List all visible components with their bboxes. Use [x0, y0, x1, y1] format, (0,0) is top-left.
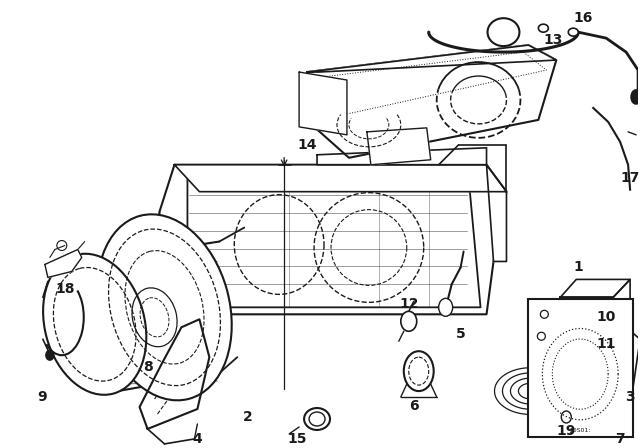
Bar [529, 299, 633, 437]
Polygon shape [560, 297, 613, 359]
Polygon shape [175, 165, 506, 192]
Ellipse shape [538, 24, 548, 32]
Text: 15: 15 [287, 432, 307, 446]
Ellipse shape [97, 214, 232, 401]
Ellipse shape [46, 350, 54, 360]
Text: 5: 5 [456, 327, 465, 341]
Polygon shape [613, 280, 630, 359]
Polygon shape [367, 128, 431, 165]
Polygon shape [304, 45, 556, 158]
Text: 16: 16 [573, 11, 593, 25]
Polygon shape [45, 250, 82, 277]
Ellipse shape [43, 254, 147, 395]
Polygon shape [486, 165, 506, 262]
Text: 3: 3 [625, 390, 635, 404]
Ellipse shape [631, 90, 640, 104]
Polygon shape [317, 148, 486, 165]
Text: 4: 4 [193, 432, 202, 446]
Text: 6: 6 [409, 399, 419, 413]
Ellipse shape [304, 408, 330, 430]
Text: 10: 10 [596, 310, 616, 324]
Text: 17: 17 [620, 171, 640, 185]
Text: 1: 1 [573, 260, 583, 275]
Ellipse shape [401, 311, 417, 331]
Ellipse shape [404, 351, 434, 391]
Polygon shape [188, 178, 481, 307]
Text: 19: 19 [557, 424, 576, 438]
Text: JJ0S01:: JJ0S01: [570, 428, 591, 434]
Text: 8: 8 [143, 360, 152, 374]
Polygon shape [307, 45, 556, 72]
Text: 9: 9 [37, 390, 47, 404]
Polygon shape [154, 165, 506, 314]
Polygon shape [560, 280, 630, 297]
Text: 7: 7 [615, 432, 625, 446]
Ellipse shape [568, 28, 579, 36]
Ellipse shape [561, 411, 572, 423]
Text: 11: 11 [596, 337, 616, 351]
Polygon shape [299, 72, 347, 135]
Text: 12: 12 [399, 297, 419, 311]
Text: 14: 14 [298, 138, 317, 152]
Text: 2: 2 [243, 410, 252, 424]
Ellipse shape [438, 298, 452, 316]
Text: 18: 18 [55, 282, 74, 297]
Polygon shape [140, 319, 209, 429]
Polygon shape [590, 327, 640, 417]
Text: 13: 13 [543, 33, 563, 47]
